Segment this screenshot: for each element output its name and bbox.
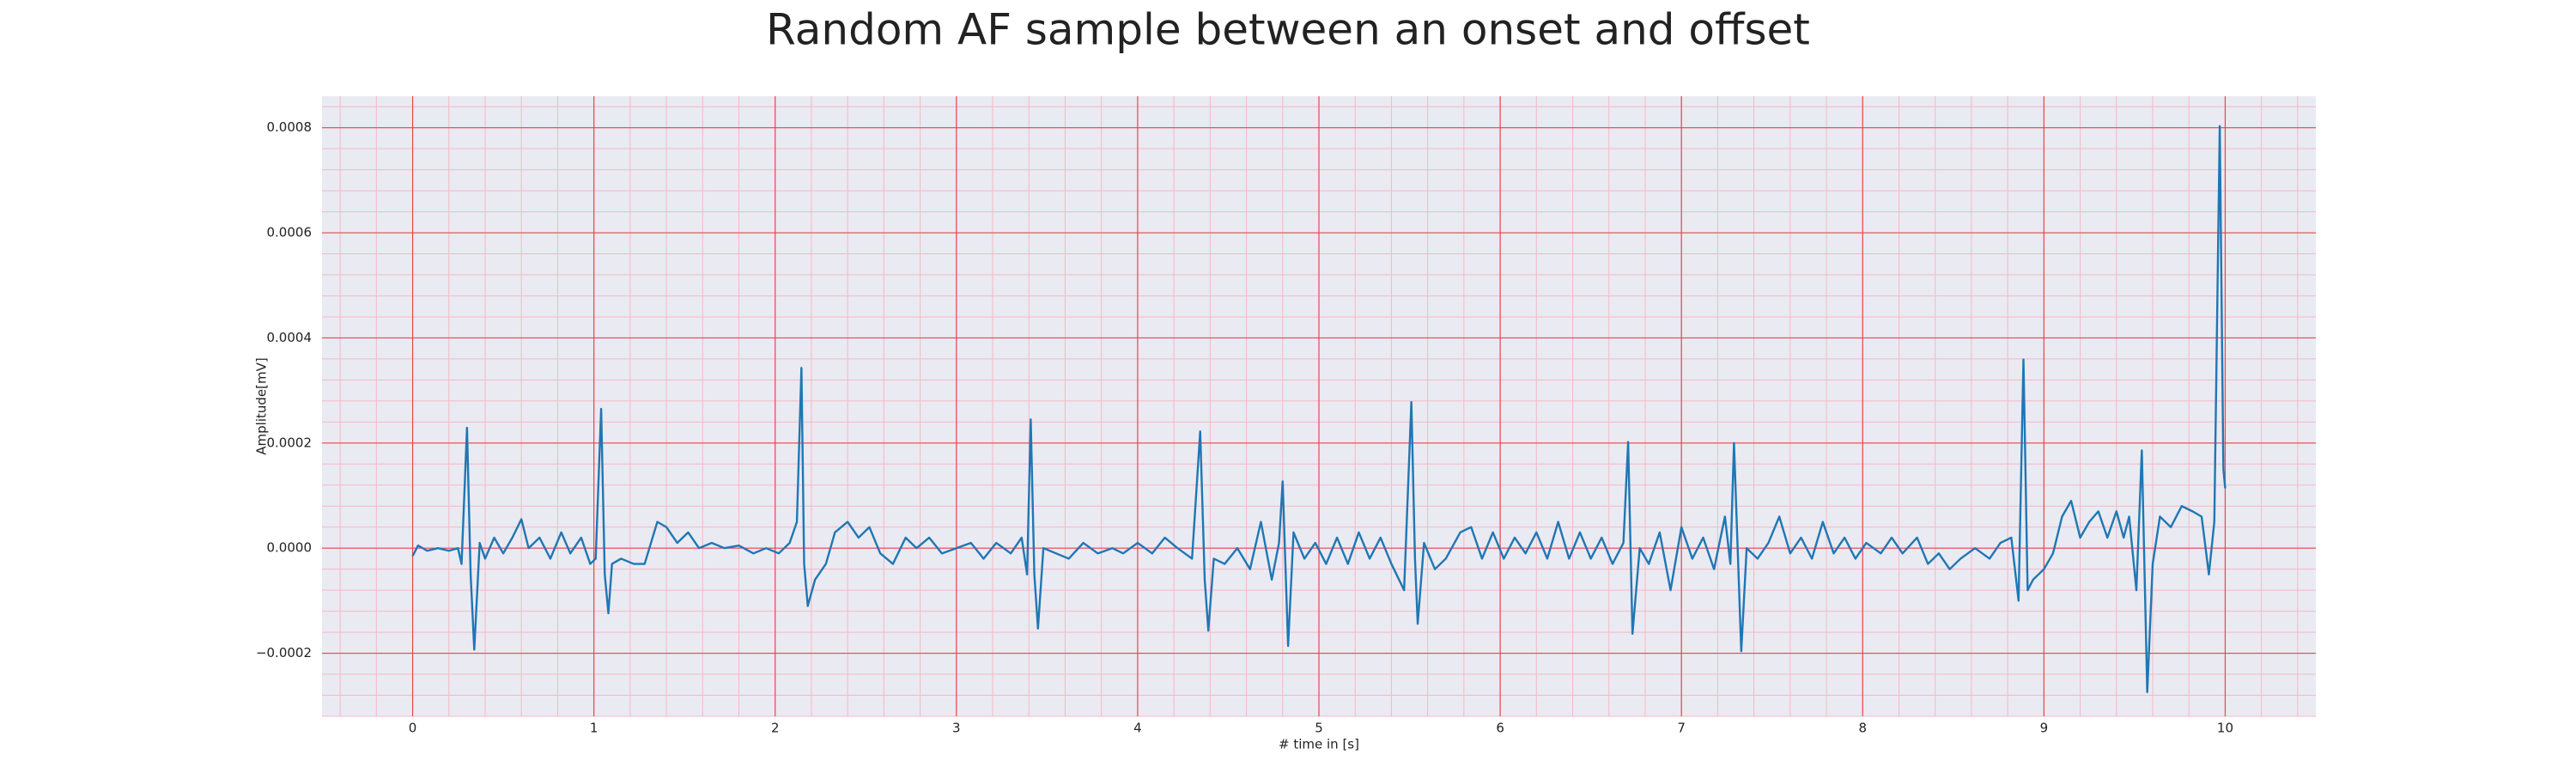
x-tick-label: 2 (771, 721, 780, 736)
y-axis-label: Amplitude[mV] (254, 357, 270, 454)
x-tick-label: 4 (1133, 721, 1142, 736)
x-tick-label: 10 (2217, 721, 2233, 736)
y-tick-label: 0.0002 (267, 435, 313, 450)
x-tick-label: 1 (590, 721, 598, 736)
x-tick-label: 6 (1496, 721, 1504, 736)
x-axis-label: # time in [s] (1279, 737, 1359, 752)
chart-title: Random AF sample between an onset and of… (766, 5, 1810, 55)
y-tick-label: 0.0008 (267, 119, 313, 135)
x-tick-label: 7 (1677, 721, 1686, 736)
y-tick-label: 0.0006 (267, 225, 313, 240)
x-tick-label: 0 (409, 721, 417, 736)
x-tick-label: 9 (2040, 721, 2049, 736)
y-tick-label: −0.0002 (256, 645, 312, 660)
x-tick-label: 3 (952, 721, 961, 736)
y-tick-label: 0.0000 (267, 540, 313, 556)
x-tick-label: 8 (1858, 721, 1867, 736)
x-tick-label: 5 (1315, 721, 1323, 736)
signal-line (411, 125, 2227, 694)
y-tick-label: 0.0004 (267, 330, 313, 345)
